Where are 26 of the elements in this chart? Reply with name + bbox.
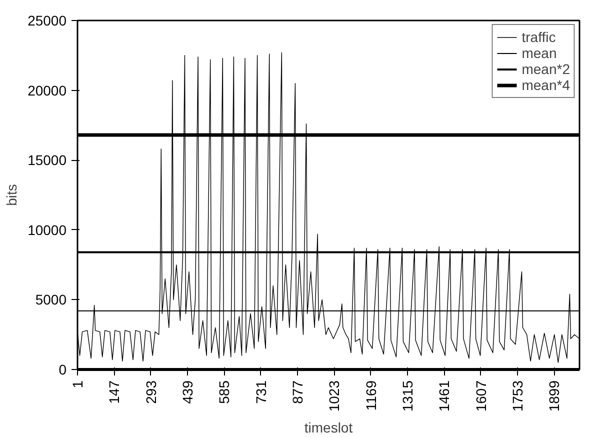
x-tick-label: 1753 [509, 380, 526, 412]
x-tick-label: 1023 [326, 380, 342, 412]
x-tick-label: 1 [70, 380, 86, 388]
x-axis-title: timeslot [304, 420, 353, 436]
y-tick-label: 0 [58, 362, 67, 378]
x-tick-label: 147 [106, 380, 122, 404]
y-tick-label: 25000 [28, 12, 67, 28]
x-tick-label: 1899 [546, 380, 562, 412]
x-tick-label: 1315 [399, 380, 416, 412]
y-tick-label: 20000 [28, 82, 67, 98]
y-tick-label: 5000 [35, 292, 67, 308]
x-tick-label: 293 [142, 380, 159, 404]
legend-label: mean*4 [522, 77, 570, 93]
y-axis-title: bits [4, 184, 20, 206]
legend-label: traffic [522, 29, 556, 45]
y-tick-label: 15000 [28, 152, 67, 168]
x-tick-label: 877 [289, 380, 306, 404]
legend-label: mean*2 [522, 61, 570, 77]
x-tick-label: 1607 [472, 380, 489, 412]
legend-label: mean [522, 45, 557, 61]
x-tick-label: 1169 [362, 380, 379, 411]
x-tick-label: 585 [216, 380, 232, 404]
x-tick-label: 439 [179, 380, 196, 404]
x-tick-label: 1461 [436, 380, 452, 412]
x-tick-label: 731 [252, 380, 269, 404]
y-tick-label: 10000 [28, 222, 67, 238]
